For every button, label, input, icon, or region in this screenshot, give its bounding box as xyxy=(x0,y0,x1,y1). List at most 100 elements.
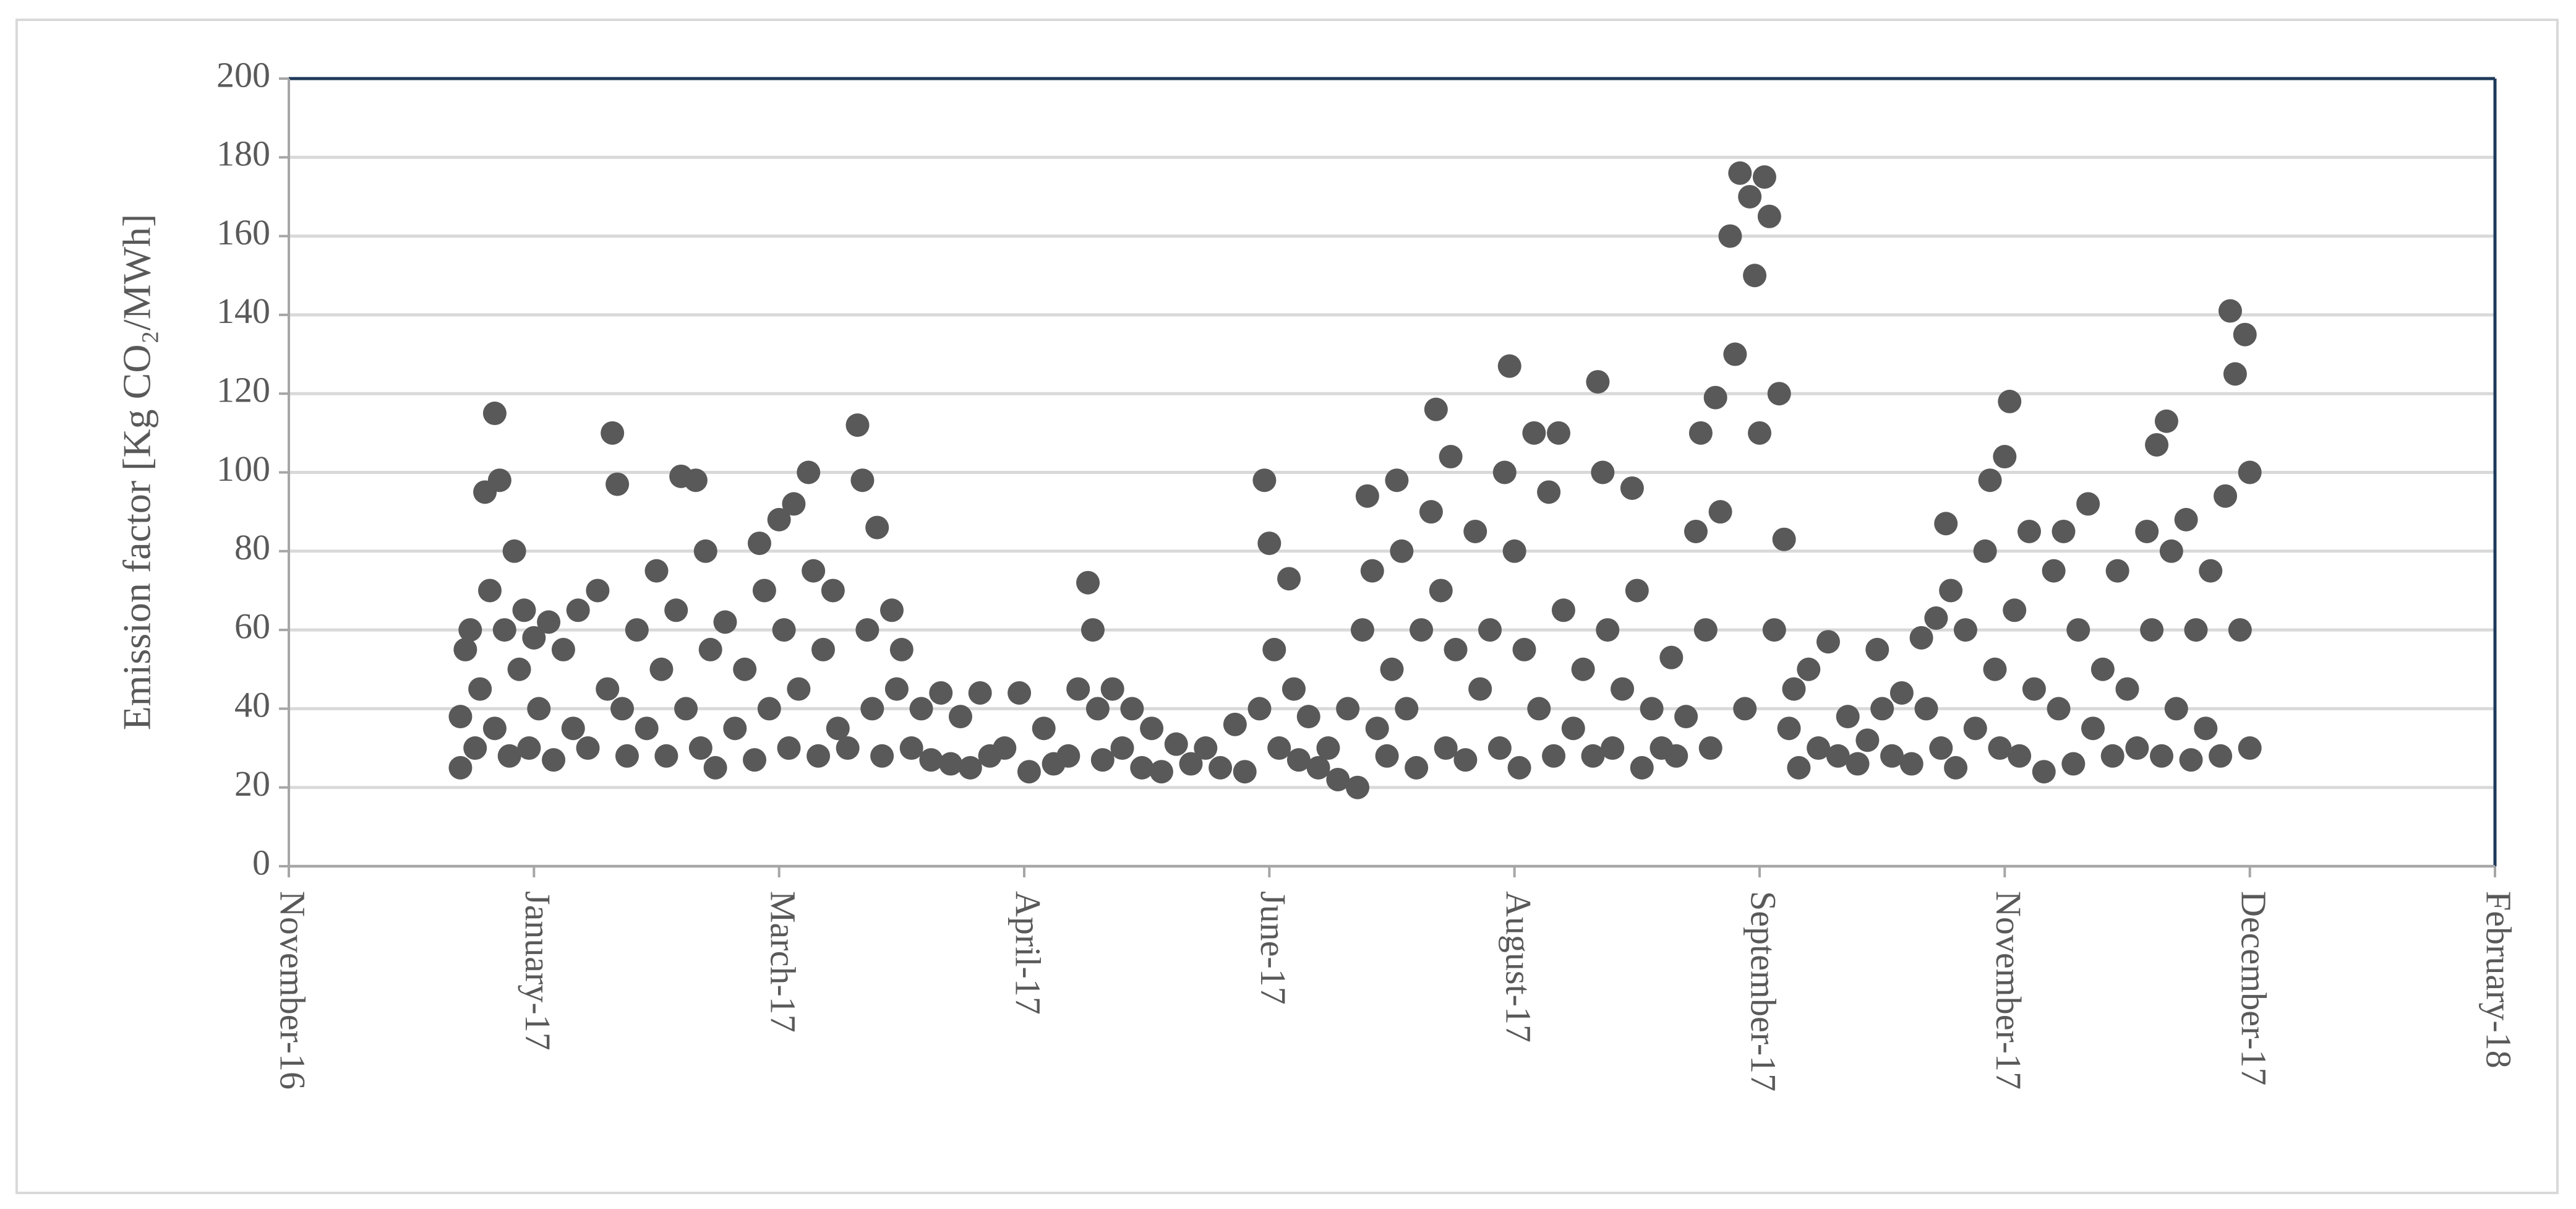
point xyxy=(1385,468,1409,493)
point xyxy=(1880,744,1904,768)
point xyxy=(2125,736,2149,760)
point xyxy=(698,637,722,661)
point xyxy=(777,736,801,760)
point xyxy=(537,610,561,634)
point xyxy=(2100,744,2125,768)
x-tick-label: June-17 xyxy=(1253,891,1293,1005)
point xyxy=(561,716,585,741)
point xyxy=(2218,299,2242,323)
point xyxy=(1497,354,1521,378)
point xyxy=(610,697,635,721)
point xyxy=(1693,618,1718,642)
point xyxy=(2194,716,2218,741)
point xyxy=(1547,421,1571,445)
point xyxy=(1787,755,1811,780)
point xyxy=(2017,519,2041,543)
point xyxy=(1757,204,1781,228)
point xyxy=(1797,657,1821,681)
point xyxy=(1346,775,1370,799)
point xyxy=(1306,755,1330,780)
point xyxy=(1130,755,1154,780)
point xyxy=(1596,618,1620,642)
point xyxy=(1767,382,1791,406)
point xyxy=(1870,697,1894,721)
point xyxy=(1963,716,1987,741)
point xyxy=(1752,165,1776,189)
point xyxy=(1405,755,1429,780)
point xyxy=(757,697,781,721)
point xyxy=(948,705,972,729)
point xyxy=(644,559,669,583)
point xyxy=(826,716,850,741)
point xyxy=(1429,579,1453,603)
point xyxy=(850,468,875,493)
point xyxy=(1899,752,1923,776)
point xyxy=(703,755,727,780)
point xyxy=(1522,421,1546,445)
point xyxy=(1487,736,1512,760)
point xyxy=(899,736,923,760)
point xyxy=(2179,748,2203,772)
point xyxy=(2032,760,2056,784)
point xyxy=(683,468,708,493)
point xyxy=(2047,697,2071,721)
point xyxy=(2140,618,2164,642)
point xyxy=(909,697,933,721)
point xyxy=(2003,598,2027,622)
point xyxy=(596,677,620,701)
point xyxy=(865,515,889,540)
point xyxy=(1571,657,1595,681)
point xyxy=(1120,697,1144,721)
point xyxy=(2238,460,2262,484)
point xyxy=(1728,161,1752,185)
point xyxy=(502,539,526,563)
point xyxy=(713,610,737,634)
point xyxy=(492,618,516,642)
point xyxy=(1355,484,1379,508)
point xyxy=(1537,480,1561,504)
point xyxy=(2135,519,2159,543)
point xyxy=(551,637,575,661)
point xyxy=(1262,637,1286,661)
point xyxy=(1664,744,1688,768)
point xyxy=(674,697,698,721)
point xyxy=(2061,752,2086,776)
point xyxy=(2076,492,2100,516)
point xyxy=(855,618,879,642)
point xyxy=(1380,657,1404,681)
point xyxy=(1625,579,1649,603)
point xyxy=(845,413,870,437)
point xyxy=(2042,559,2066,583)
point xyxy=(1326,767,1350,791)
point xyxy=(2199,559,2223,583)
point xyxy=(870,744,894,768)
point xyxy=(1630,755,1654,780)
point xyxy=(1581,744,1605,768)
point xyxy=(1296,705,1320,729)
point xyxy=(939,752,963,776)
point xyxy=(2223,362,2247,386)
point xyxy=(448,755,473,780)
point xyxy=(1502,539,1526,563)
point xyxy=(968,681,992,705)
point xyxy=(1973,539,1997,563)
point xyxy=(1277,567,1301,591)
point xyxy=(1252,468,1277,493)
point xyxy=(1611,677,1635,701)
point xyxy=(453,637,477,661)
point xyxy=(1723,342,1747,366)
point xyxy=(693,539,717,563)
point xyxy=(1826,744,1850,768)
point xyxy=(733,657,757,681)
point xyxy=(723,716,747,741)
point xyxy=(787,677,811,701)
point xyxy=(1336,697,1360,721)
point xyxy=(2105,559,2129,583)
point xyxy=(1551,598,1575,622)
point xyxy=(2174,507,2198,531)
point xyxy=(811,637,836,661)
point xyxy=(2090,657,2115,681)
x-tick-label: February-18 xyxy=(2479,891,2519,1069)
x-tick-label: November-17 xyxy=(1988,891,2029,1090)
y-tick-label: 20 xyxy=(234,764,270,804)
